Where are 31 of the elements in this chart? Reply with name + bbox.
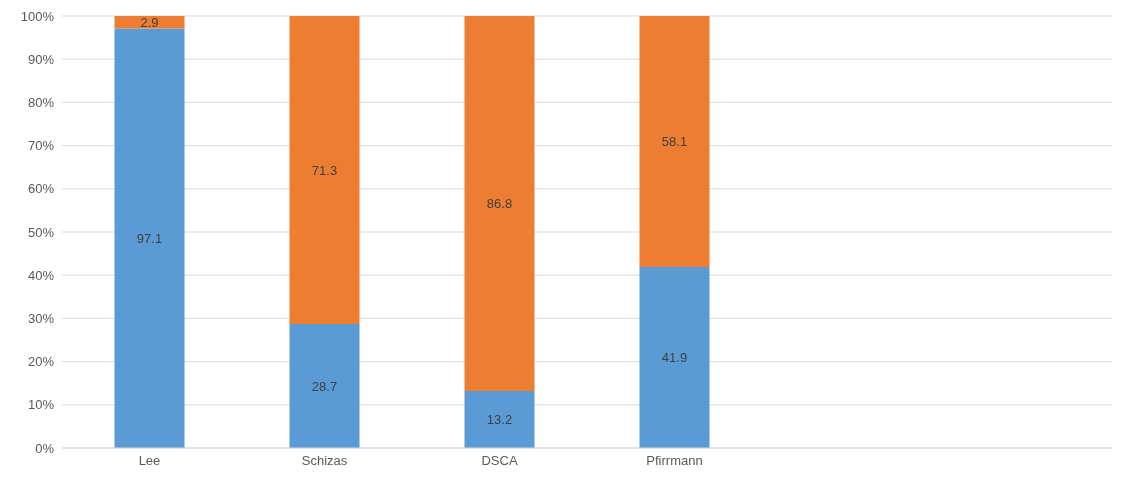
x-tick-label: Pfirrmann <box>646 453 703 469</box>
x-tick-label: DSCA <box>481 453 518 469</box>
y-tick-label: 50% <box>27 224 55 240</box>
data-label: 28.7 <box>311 378 338 394</box>
data-label: 86.8 <box>486 196 513 212</box>
y-tick-label: 100% <box>20 8 55 24</box>
bar <box>464 16 535 391</box>
y-tick-label: 20% <box>27 354 55 370</box>
y-tick-label: 40% <box>27 267 55 283</box>
y-tick-label: 10% <box>27 397 55 413</box>
y-tick-label: 70% <box>27 138 55 154</box>
bar <box>639 266 710 448</box>
bar <box>289 16 360 325</box>
bar <box>639 16 710 267</box>
data-label: 97.1 <box>136 230 163 246</box>
y-tick-label: 30% <box>27 311 55 327</box>
y-tick-label: 80% <box>27 95 55 111</box>
x-tick-label: Schizas <box>301 453 348 469</box>
x-tick-label: Lee <box>138 453 161 469</box>
data-label: 41.9 <box>661 350 688 366</box>
bar <box>464 390 535 448</box>
y-tick-label: 60% <box>27 181 55 197</box>
bar <box>114 28 185 448</box>
data-label: 58.1 <box>661 134 688 150</box>
data-label: 71.3 <box>311 162 338 178</box>
bar <box>114 16 185 29</box>
data-label: 2.9 <box>140 14 159 30</box>
y-tick-label: 0% <box>35 440 55 456</box>
y-tick-label: 90% <box>27 51 55 67</box>
bar <box>289 324 360 448</box>
data-label: 13.2 <box>486 412 513 428</box>
